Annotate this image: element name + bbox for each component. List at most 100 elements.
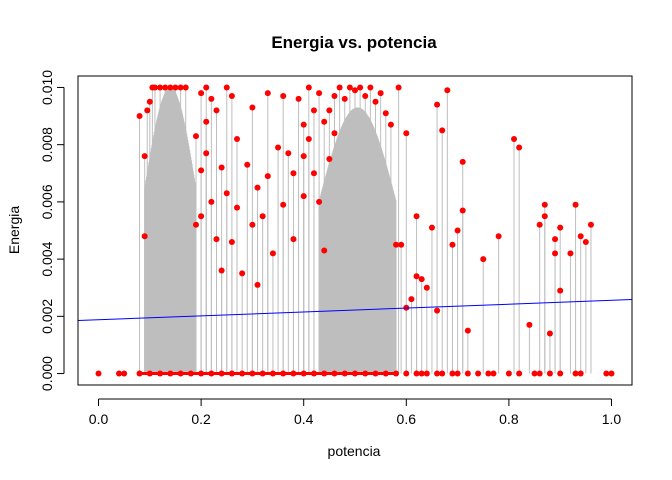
x-axis: 0.0 0.2 0.4 0.6 0.8 1.0: [89, 398, 622, 427]
data-point: [280, 201, 287, 208]
data-point: [423, 284, 430, 291]
data-point: [234, 204, 241, 211]
data-point: [198, 213, 205, 220]
data-point: [495, 233, 502, 240]
data-point: [208, 198, 215, 205]
data-point: [428, 224, 435, 231]
data-point: [249, 221, 256, 228]
data-point: [341, 95, 348, 102]
x-tick-label: 0.4: [294, 411, 314, 427]
data-point: [223, 190, 230, 197]
data-point: [162, 84, 169, 91]
data-point: [526, 321, 533, 328]
data-point: [541, 201, 548, 208]
data-point: [557, 287, 564, 294]
data-point: [290, 170, 297, 177]
data-point: [464, 370, 471, 377]
data-point: [536, 370, 543, 377]
data-point: [413, 273, 420, 280]
y-tick-label: 0.006: [39, 184, 55, 219]
data-point: [531, 370, 538, 377]
data-point: [418, 276, 425, 283]
data-point: [516, 144, 523, 151]
data-point: [285, 150, 292, 157]
data-point: [541, 213, 548, 220]
data-point: [511, 135, 518, 142]
data-point: [305, 84, 312, 91]
data-point: [454, 227, 461, 234]
y-axis-label: Energia: [6, 206, 22, 254]
data-point: [413, 213, 420, 220]
data-point: [336, 84, 343, 91]
data-point: [310, 107, 317, 114]
data-point: [213, 236, 220, 243]
data-point: [218, 164, 225, 171]
data-point: [254, 184, 261, 191]
data-point: [439, 127, 446, 134]
data-point: [418, 370, 425, 377]
data-point: [275, 144, 282, 151]
data-point: [316, 90, 323, 97]
data-point: [203, 118, 210, 125]
y-axis: 0.000 0.002 0.004 0.006 0.008 0.010: [39, 70, 65, 391]
y-tick-label: 0.002: [39, 299, 55, 334]
data-point: [546, 330, 553, 337]
data-point: [326, 107, 333, 114]
data-point: [249, 104, 256, 111]
data-point: [480, 256, 487, 263]
data-point: [413, 370, 420, 377]
data-point: [398, 241, 405, 248]
y-tick-label: 0.008: [39, 127, 55, 162]
data-points: [95, 84, 615, 377]
data-point: [331, 93, 338, 100]
regression-line: [77, 299, 633, 322]
data-point: [572, 370, 579, 377]
data-point: [182, 84, 189, 91]
data-point: [157, 84, 164, 91]
data-point: [136, 113, 143, 120]
data-point: [144, 107, 151, 114]
data-point: [228, 238, 235, 245]
data-point: [121, 370, 128, 377]
data-point: [434, 370, 441, 377]
data-point: [167, 84, 174, 91]
data-point: [577, 233, 584, 240]
data-point: [234, 135, 241, 142]
data-point: [408, 296, 415, 303]
data-point: [259, 213, 266, 220]
data-point: [357, 84, 364, 91]
data-point: [203, 84, 210, 91]
data-point: [295, 95, 302, 102]
data-point: [331, 130, 338, 137]
data-point: [546, 370, 553, 377]
data-point: [434, 307, 441, 314]
data-point: [305, 135, 312, 142]
y-tick-label: 0.000: [39, 356, 55, 391]
data-point: [603, 370, 610, 377]
data-point: [264, 173, 271, 180]
data-point: [310, 170, 317, 177]
data-point: [434, 101, 441, 108]
data-point: [454, 370, 461, 377]
data-point: [587, 221, 594, 228]
data-point: [244, 161, 251, 168]
data-point: [393, 241, 400, 248]
data-point: [516, 370, 523, 377]
x-tick-label: 1.0: [602, 411, 622, 427]
data-point: [321, 247, 328, 254]
data-point: [490, 370, 497, 377]
data-point: [403, 370, 410, 377]
data-point: [395, 84, 402, 91]
x-tick-label: 0.2: [191, 411, 211, 427]
data-point: [208, 95, 215, 102]
data-point: [572, 201, 579, 208]
data-point: [387, 121, 394, 128]
data-point: [203, 150, 210, 157]
data-point: [177, 84, 184, 91]
data-point: [552, 236, 559, 243]
data-point: [269, 250, 276, 257]
data-point: [557, 224, 564, 231]
data-point: [608, 370, 615, 377]
data-point: [459, 207, 466, 214]
